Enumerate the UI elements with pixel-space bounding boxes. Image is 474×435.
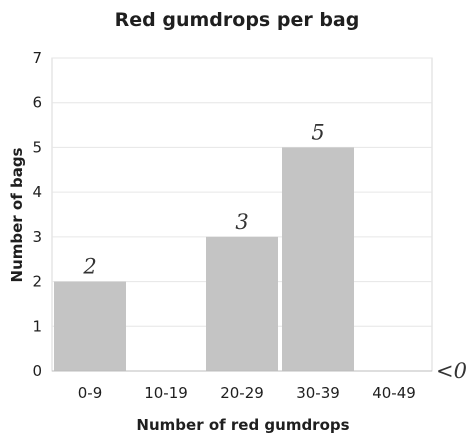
chart-title: Red gumdrops per bag bbox=[115, 9, 360, 31]
y-tick-label-1: 1 bbox=[32, 317, 42, 335]
data-label-30-39: 5 bbox=[311, 120, 324, 144]
y-tick-label-5: 5 bbox=[32, 138, 42, 156]
bar-20-29 bbox=[206, 236, 278, 371]
y-tick-label-0: 0 bbox=[32, 362, 42, 380]
data-label-40-49: <0 bbox=[436, 359, 467, 383]
y-tick-label-6: 6 bbox=[32, 94, 42, 112]
y-tick-label-2: 2 bbox=[32, 273, 42, 291]
x-axis-title: Number of red gumdrops bbox=[136, 416, 349, 434]
y-axis-title: Number of bags bbox=[8, 147, 26, 282]
x-tick-label-30-39: 30-39 bbox=[296, 384, 340, 402]
x-tick-label-10-19: 10-19 bbox=[144, 384, 188, 402]
x-tick-label-0-9: 0-9 bbox=[78, 384, 103, 402]
y-tick-label-7: 7 bbox=[32, 49, 42, 67]
bar-30-39 bbox=[282, 147, 354, 371]
bar-0-9 bbox=[54, 281, 126, 371]
x-tick-label-40-49: 40-49 bbox=[372, 384, 416, 402]
y-tick-label-4: 4 bbox=[32, 183, 42, 201]
plot-area: 0 1 2 3 4 5 6 7 0-9 10-19 20-29 30-39 40-49 2 3 5 <0 bbox=[32, 49, 467, 402]
data-label-0-9: 2 bbox=[82, 255, 96, 279]
data-label-20-29: 3 bbox=[235, 210, 248, 234]
x-tick-label-20-29: 20-29 bbox=[220, 384, 264, 402]
y-tick-label-3: 3 bbox=[32, 228, 42, 246]
